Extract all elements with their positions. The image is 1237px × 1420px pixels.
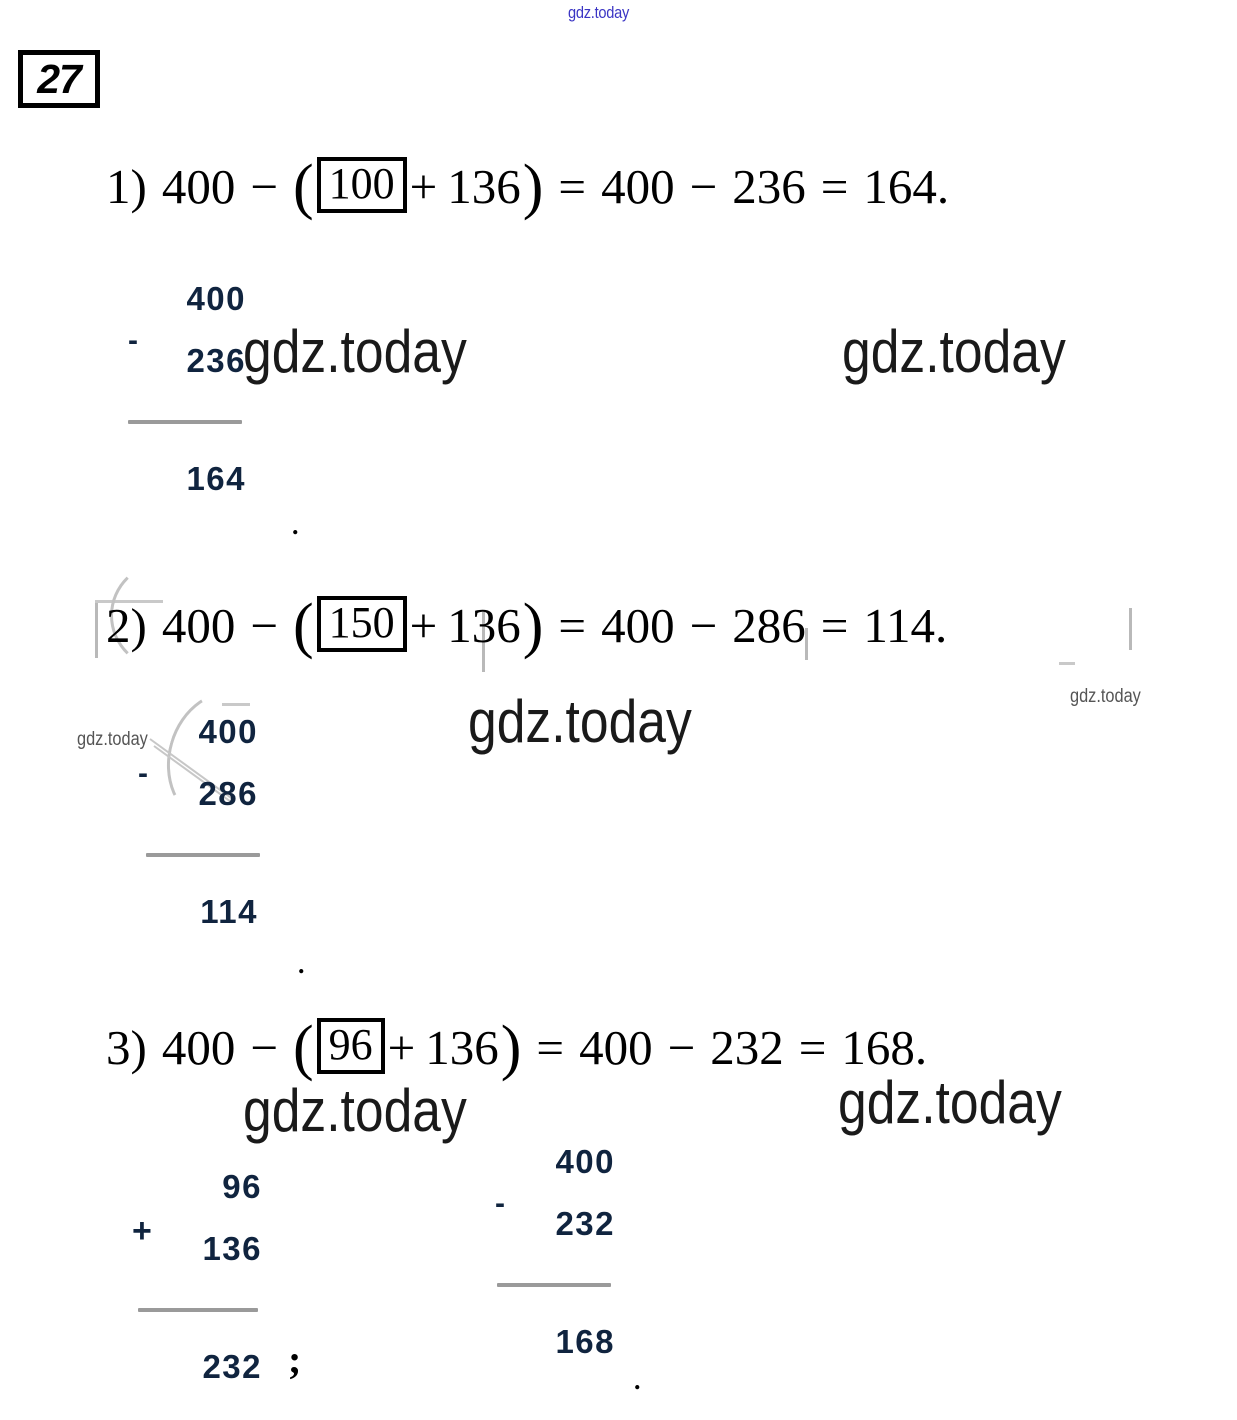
open-paren-3: (	[292, 1014, 314, 1083]
plus-sign-1: +	[409, 158, 438, 214]
column-minuend-1: 400	[186, 280, 246, 317]
column-subtrahend-3: 232	[555, 1205, 615, 1242]
minuend-3: 400	[161, 1019, 236, 1075]
addend-2: 136	[447, 597, 521, 653]
step-subtrahend-2: 286	[732, 597, 806, 653]
column-operator-sub-3: -	[495, 1187, 505, 1220]
addend-3: 136	[425, 1019, 499, 1075]
watermark-block1-left: gdz.today	[243, 318, 467, 385]
column-answer-add-3: 232	[202, 1348, 262, 1385]
column-answer-sub-3: 168	[555, 1323, 615, 1360]
result-3: 168.	[841, 1019, 928, 1075]
equals-first-2: =	[558, 597, 587, 653]
equals-second-1: =	[820, 158, 849, 214]
column-subtraction-1: - 400 236 164	[128, 282, 246, 497]
equation-line-2: 2) 400 − ( 150 + 136 ) = 400 − 286 = 114…	[105, 592, 948, 661]
open-paren-2: (	[292, 592, 314, 661]
stray-period-2: .	[298, 950, 305, 979]
equals-first-3: =	[536, 1019, 565, 1075]
minus-sign-2: −	[250, 597, 278, 653]
close-paren-3: )	[500, 1014, 522, 1083]
watermark-block2-tiny-left: gdz.today	[77, 729, 148, 750]
close-paren-2: )	[522, 592, 544, 661]
equals-first-1: =	[558, 158, 587, 214]
stray-period-3: .	[634, 1366, 641, 1395]
equals-second-2: =	[820, 597, 849, 653]
scan-artifact-line	[1129, 608, 1132, 650]
column-answer-2: 114	[200, 893, 258, 930]
minus-sign-1: −	[250, 158, 278, 214]
exercise-number-badge: 27	[18, 50, 100, 108]
minus-sign-3: −	[250, 1019, 278, 1075]
column-addend-top-3: 96	[222, 1168, 262, 1205]
close-paren-1: )	[522, 153, 544, 222]
answer-box-1[interactable]: 100	[316, 157, 407, 213]
watermark-block3-right: gdz.today	[838, 1069, 1062, 1136]
plus-sign-2: +	[409, 597, 438, 653]
step-index-2: 2)	[106, 597, 147, 653]
equals-second-3: =	[798, 1019, 827, 1075]
column-addend-bottom-3: 136	[202, 1230, 262, 1267]
step-minuend-2: 400	[601, 597, 675, 653]
watermark-block1-right: gdz.today	[842, 318, 1066, 385]
column-subtrahend-2: 286	[198, 775, 258, 812]
minuend-2: 400	[161, 597, 236, 653]
column-subtrahend-1: 236	[186, 342, 246, 379]
column-rule-2	[146, 853, 260, 857]
plus-sign-3: +	[387, 1019, 416, 1075]
equation-line-1: 1) 400 − ( 100 + 136 ) = 400 − 236 = 164…	[105, 153, 950, 222]
column-addition-3: + 96 136 232	[132, 1170, 262, 1385]
column-minuend-3: 400	[555, 1143, 615, 1180]
column-rule-1	[128, 420, 242, 424]
answer-box-2[interactable]: 150	[316, 596, 407, 652]
step-minuend-1: 400	[601, 158, 675, 214]
column-subtraction-3: - 400 232 168	[495, 1145, 615, 1360]
scan-artifact-line	[222, 703, 250, 706]
watermark-top: gdz.today	[568, 3, 630, 22]
open-paren-1: (	[292, 153, 314, 222]
step-minus-1: −	[689, 158, 718, 214]
watermark-block3-left: gdz.today	[243, 1077, 467, 1144]
column-minuend-2: 400	[198, 713, 258, 750]
answer-box-3[interactable]: 96	[316, 1018, 385, 1074]
stray-period-1: .	[292, 511, 299, 540]
exercise-number-label: 27	[37, 55, 82, 102]
minuend-1: 400	[161, 158, 236, 214]
equation-line-3: 3) 400 − ( 96 + 136 ) = 400 − 232 = 168.	[105, 1014, 928, 1083]
scan-artifact-line	[1059, 662, 1075, 665]
step-subtrahend-1: 236	[732, 158, 806, 214]
column-answer-1: 164	[186, 460, 246, 497]
step-index-1: 1)	[106, 158, 147, 214]
stray-semicolon-3: ;	[288, 1337, 302, 1382]
step-minuend-3: 400	[579, 1019, 653, 1075]
step-minus-2: −	[689, 597, 718, 653]
column-operator-2: -	[138, 757, 148, 790]
result-1: 164.	[863, 158, 950, 214]
column-operator-1: -	[128, 324, 138, 357]
column-subtraction-2: - 400 286 114	[138, 713, 260, 930]
result-2: 114.	[863, 597, 948, 653]
column-operator-add-3: +	[132, 1212, 152, 1250]
column-rule-add-3	[138, 1308, 258, 1312]
scan-artifact-line	[95, 600, 98, 658]
step-minus-3: −	[667, 1019, 696, 1075]
step-index-3: 3)	[106, 1019, 147, 1075]
column-rule-sub-3	[497, 1283, 611, 1287]
watermark-block2-tiny-right: gdz.today	[1070, 686, 1141, 707]
step-subtrahend-3: 232	[710, 1019, 784, 1075]
addend-1: 136	[447, 158, 521, 214]
watermark-block2-center: gdz.today	[468, 688, 692, 755]
